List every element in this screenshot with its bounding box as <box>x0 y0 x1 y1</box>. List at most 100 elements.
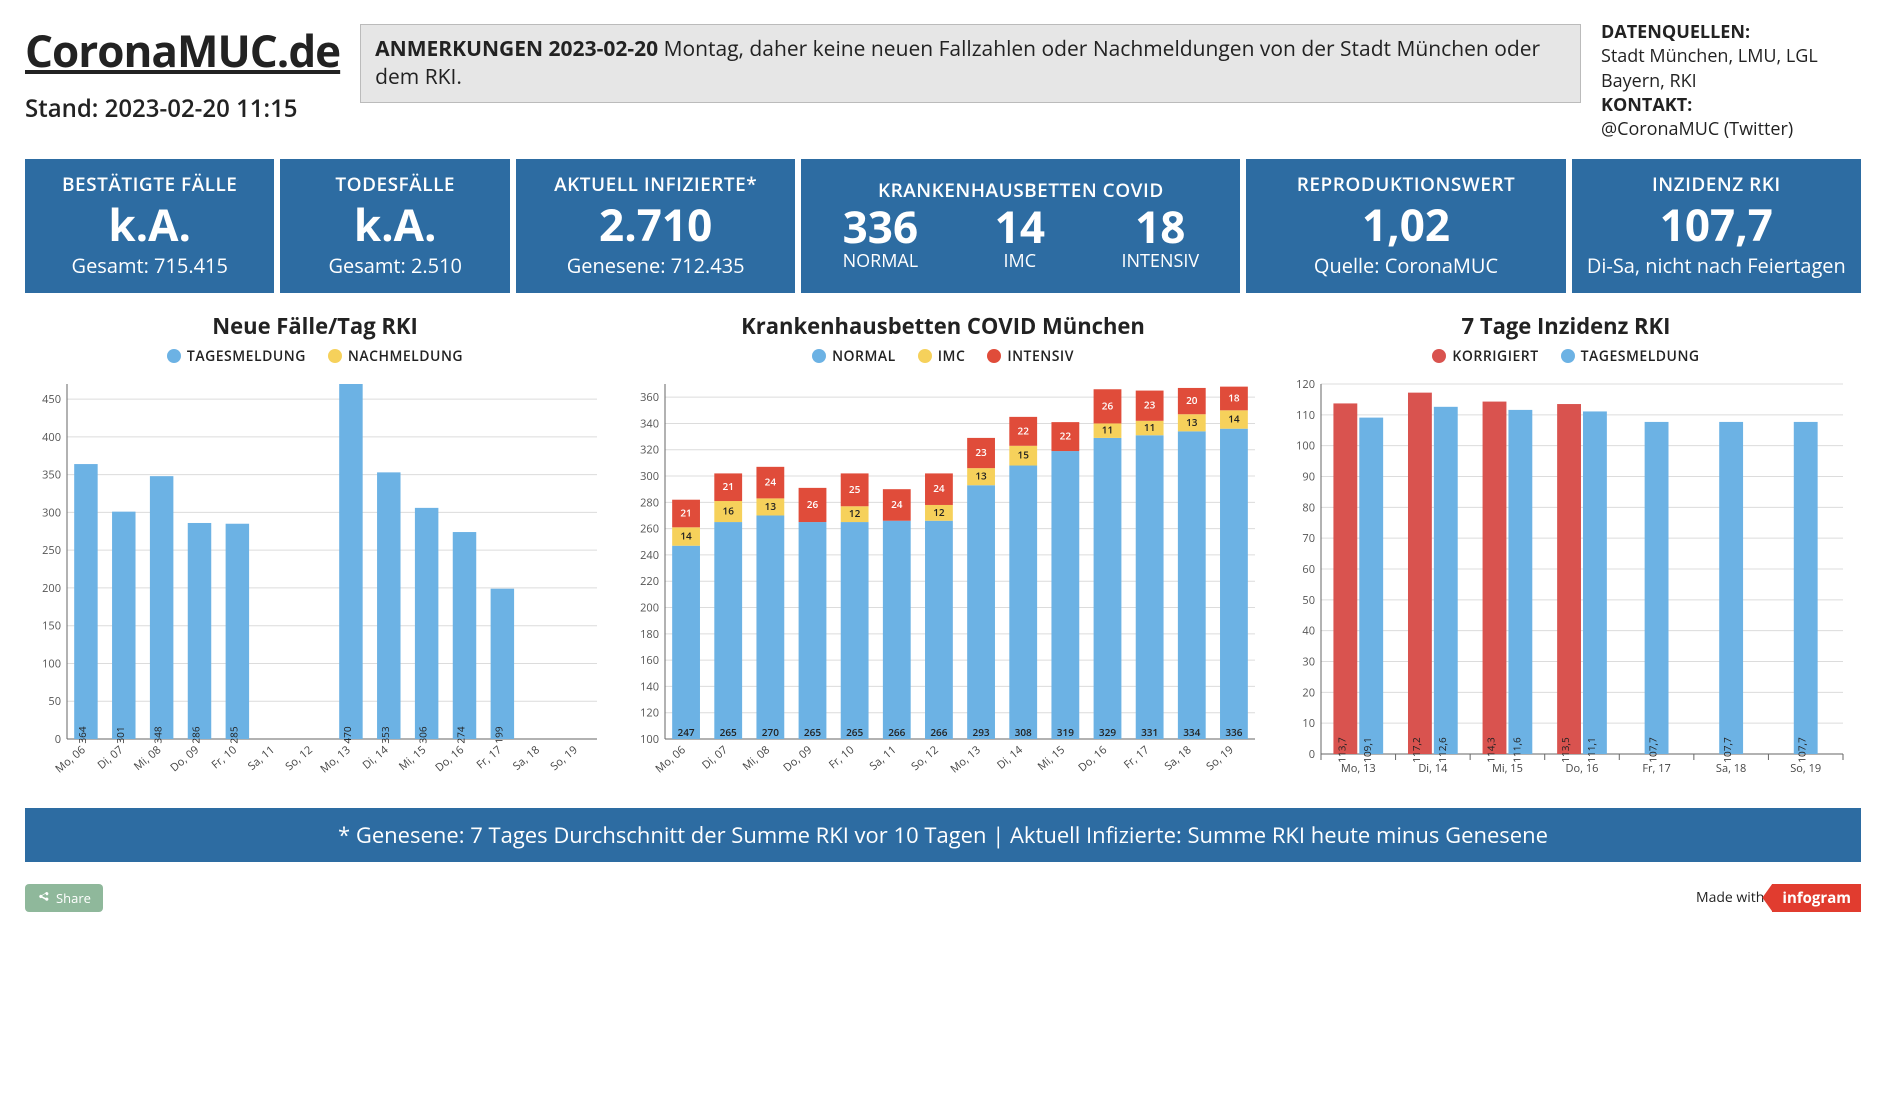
stat-card: REPRODUKTIONSWERT 1,02 Quelle: CoronaMUC <box>1246 159 1565 292</box>
svg-text:22: 22 <box>1060 428 1072 442</box>
legend-dot <box>1561 349 1575 363</box>
svg-text:Mi, 15: Mi, 15 <box>396 742 429 773</box>
svg-text:450: 450 <box>42 392 61 407</box>
made-with[interactable]: Made with infogram <box>1696 884 1861 912</box>
contact-label: KONTAKT: <box>1601 93 1861 117</box>
bed-value: 336 <box>843 203 918 249</box>
svg-text:11: 11 <box>1102 422 1113 436</box>
stat-card: TODESFÄLLE k.A. Gesamt: 2.510 <box>280 159 510 292</box>
chart1-title: Neue Fälle/Tag RKI <box>212 311 418 341</box>
svg-text:112,6: 112,6 <box>1435 737 1449 763</box>
svg-text:470: 470 <box>340 726 354 743</box>
legend-dot <box>1432 349 1446 363</box>
svg-text:12: 12 <box>933 505 945 519</box>
bed-value: 18 <box>1135 203 1185 249</box>
svg-text:So, 19: So, 19 <box>1203 742 1236 773</box>
svg-text:400: 400 <box>42 430 61 445</box>
svg-text:114,3: 114,3 <box>1483 737 1497 763</box>
svg-text:364: 364 <box>75 726 89 743</box>
svg-text:Sa, 11: Sa, 11 <box>245 742 278 773</box>
svg-text:265: 265 <box>720 725 737 739</box>
svg-text:14: 14 <box>680 528 692 542</box>
svg-text:280: 280 <box>640 495 659 510</box>
sources-label: DATENQUELLEN: <box>1601 20 1861 44</box>
legend-dot <box>167 349 181 363</box>
charts-row: Neue Fälle/Tag RKI TAGESMELDUNGNACHMELDU… <box>25 311 1861 794</box>
svg-text:110: 110 <box>1296 408 1315 423</box>
share-button[interactable]: Share <box>25 884 103 912</box>
share-icon <box>37 891 50 904</box>
chart-new-cases: Neue Fälle/Tag RKI TAGESMELDUNGNACHMELDU… <box>25 311 605 794</box>
meta-box: DATENQUELLEN: Stadt München, LMU, LGL Ba… <box>1601 20 1861 141</box>
svg-text:140: 140 <box>640 679 659 694</box>
stat-card: AKTUELL INFIZIERTE* 2.710 Genesene: 712.… <box>516 159 795 292</box>
chart3-title: 7 Tage Inzidenz RKI <box>1462 311 1671 341</box>
svg-text:13: 13 <box>975 468 987 482</box>
svg-text:308: 308 <box>1015 725 1032 739</box>
site-title[interactable]: CoronaMUC.de <box>25 20 340 80</box>
svg-text:117,2: 117,2 <box>1409 737 1423 763</box>
svg-text:350: 350 <box>42 467 61 482</box>
stat-value: 107,7 <box>1580 201 1853 247</box>
stat-value: 1,02 <box>1254 201 1557 247</box>
svg-text:300: 300 <box>640 469 659 484</box>
svg-text:Do, 16: Do, 16 <box>1566 761 1599 776</box>
svg-text:So, 19: So, 19 <box>1790 761 1821 776</box>
svg-text:18: 18 <box>1228 390 1240 404</box>
svg-text:22: 22 <box>1017 423 1029 437</box>
stat-sub: Gesamt: 2.510 <box>288 252 502 279</box>
legend-dot <box>812 349 826 363</box>
stat-sub: Di-Sa, nicht nach Feiertagen <box>1580 252 1853 279</box>
svg-text:300: 300 <box>42 505 61 520</box>
infogram-logo: infogram <box>1772 884 1861 912</box>
svg-text:Sa, 18: Sa, 18 <box>1716 761 1746 776</box>
svg-text:Fr, 17: Fr, 17 <box>1642 761 1670 776</box>
svg-text:336: 336 <box>1225 725 1242 739</box>
svg-text:24: 24 <box>765 474 777 488</box>
svg-text:11: 11 <box>1144 420 1155 434</box>
svg-text:340: 340 <box>640 416 659 431</box>
legend-item: KORRIGIERT <box>1432 347 1538 366</box>
svg-text:100: 100 <box>640 732 659 747</box>
chart-hospital-beds: Krankenhausbetten COVID München NORMALIM… <box>623 311 1263 794</box>
chart3-svg: 0102030405060708090100110120113,7109,1Mo… <box>1281 374 1851 794</box>
svg-text:50: 50 <box>48 694 61 709</box>
svg-text:353: 353 <box>378 726 392 743</box>
svg-text:Fr, 17: Fr, 17 <box>1121 742 1152 772</box>
svg-text:265: 265 <box>804 725 821 739</box>
svg-text:150: 150 <box>42 618 61 633</box>
notes-label: ANMERKUNGEN 2023-02-20 <box>375 35 658 63</box>
svg-text:160: 160 <box>640 653 659 668</box>
svg-text:Di, 07: Di, 07 <box>699 742 731 772</box>
svg-text:50: 50 <box>1302 593 1315 608</box>
svg-text:12: 12 <box>849 506 861 520</box>
svg-text:24: 24 <box>891 497 903 511</box>
svg-text:23: 23 <box>975 445 987 459</box>
svg-text:Di, 14: Di, 14 <box>359 742 391 773</box>
svg-text:80: 80 <box>1302 500 1315 515</box>
svg-text:24: 24 <box>933 481 945 495</box>
svg-text:70: 70 <box>1302 531 1315 546</box>
svg-text:Mo, 13: Mo, 13 <box>947 742 983 776</box>
stat-value: k.A. <box>33 201 266 247</box>
chart2-title: Krankenhausbetten COVID München <box>741 311 1145 341</box>
chart3-legend: KORRIGIERTTAGESMELDUNG <box>1432 347 1699 366</box>
svg-text:Mi, 08: Mi, 08 <box>740 742 773 773</box>
svg-text:15: 15 <box>1017 447 1029 461</box>
svg-text:So, 12: So, 12 <box>908 742 941 773</box>
svg-text:113,5: 113,5 <box>1558 737 1572 763</box>
svg-text:20: 20 <box>1186 393 1198 407</box>
svg-text:107,7: 107,7 <box>1795 737 1809 763</box>
svg-text:Do, 16: Do, 16 <box>432 742 467 775</box>
stat-sub: Gesamt: 715.415 <box>33 252 266 279</box>
svg-text:260: 260 <box>640 521 659 536</box>
svg-text:285: 285 <box>226 726 240 743</box>
svg-text:0: 0 <box>1309 747 1315 762</box>
svg-text:331: 331 <box>1141 725 1158 739</box>
svg-text:13: 13 <box>765 499 777 513</box>
svg-text:So, 19: So, 19 <box>547 742 580 773</box>
svg-text:200: 200 <box>42 581 61 596</box>
chart2-legend: NORMALIMCINTENSIV <box>812 347 1074 366</box>
svg-text:319: 319 <box>1057 725 1074 739</box>
svg-text:100: 100 <box>42 656 61 671</box>
